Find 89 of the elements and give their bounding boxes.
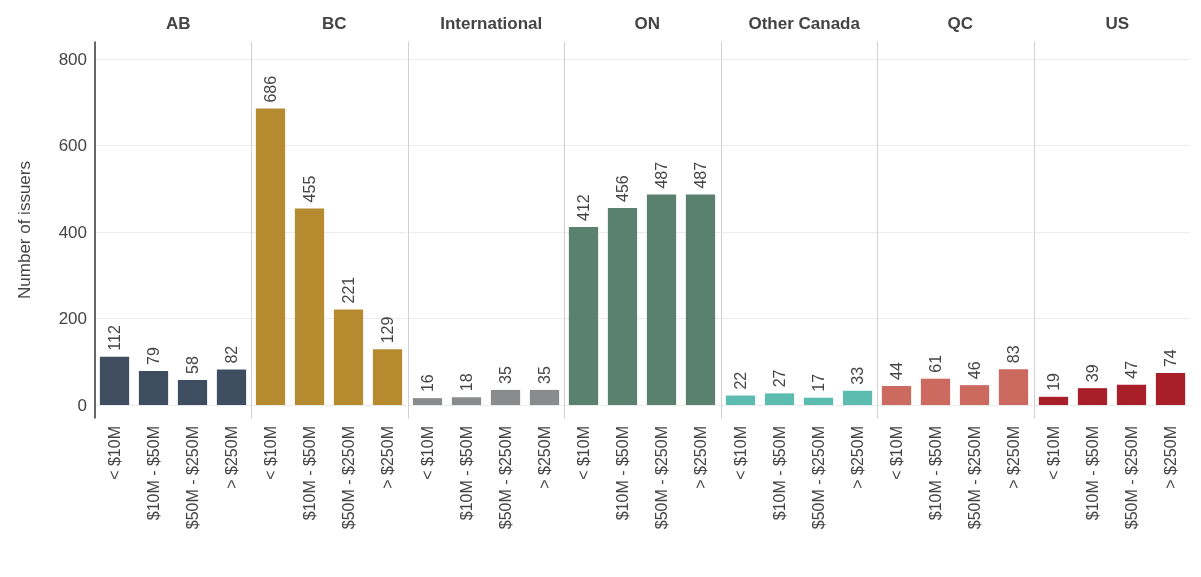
- data-label: 221: [340, 276, 358, 304]
- x-tick-label: < $10M: [1044, 426, 1062, 480]
- data-label: 35: [496, 366, 514, 384]
- x-tick-label: $10M - $50M: [1083, 426, 1101, 521]
- x-tick-label: > $250M: [223, 426, 240, 489]
- data-label: 39: [1083, 364, 1101, 383]
- data-label: 16: [418, 374, 436, 393]
- x-tick-label: $10M - $50M: [614, 426, 632, 521]
- bar: [1038, 396, 1068, 406]
- chart-title: BC: [322, 14, 347, 33]
- data-label: 129: [379, 316, 397, 344]
- x-tick-label: > $250M: [1005, 426, 1023, 489]
- x-tick-label: $10M - $50M: [457, 426, 475, 521]
- bar: [138, 370, 169, 406]
- x-tick-label: $50M - $250M: [340, 426, 358, 530]
- bar: [921, 378, 951, 406]
- data-label: 17: [809, 373, 827, 392]
- x-tick-label: < $10M: [418, 426, 436, 480]
- x-tick-label: < $10M: [731, 426, 749, 480]
- y-tick-label: 800: [58, 49, 87, 69]
- chart-title: AB: [165, 14, 191, 33]
- x-tick-label: > $250M: [535, 426, 553, 489]
- data-label: 61: [927, 354, 945, 373]
- bar: [1155, 373, 1185, 406]
- data-label: 18: [457, 373, 475, 392]
- x-tick-label: $10M - $50M: [770, 426, 788, 521]
- x-tick-label: $50M - $250M: [1122, 426, 1140, 530]
- data-label: 47: [1122, 360, 1140, 379]
- chart-title: ON: [634, 14, 661, 33]
- data-label: 27: [770, 369, 788, 388]
- data-label: 412: [575, 194, 593, 221]
- chart-title: QC: [947, 14, 974, 33]
- data-label: 686: [262, 75, 280, 103]
- bar: [373, 349, 403, 406]
- x-tick-label: $50M - $250M: [966, 426, 984, 530]
- data-label: 35: [535, 366, 553, 384]
- bar: [295, 208, 325, 406]
- data-label: 82: [223, 345, 240, 364]
- bar: [99, 356, 130, 406]
- y-tick-label: 600: [58, 136, 87, 156]
- bar: [764, 393, 794, 406]
- bar: [882, 386, 912, 406]
- chart-title: Other Canada: [748, 14, 861, 33]
- x-tick-label: $50M - $250M: [653, 426, 671, 530]
- x-tick-label: > $250M: [1161, 426, 1179, 489]
- x-tick-label: > $250M: [692, 426, 710, 489]
- data-label: 79: [145, 346, 162, 365]
- bar: [1116, 384, 1146, 406]
- x-tick-label: > $250M: [379, 426, 397, 489]
- data-label: 455: [301, 175, 319, 203]
- data-label: 487: [692, 161, 710, 189]
- data-label: 487: [653, 161, 671, 189]
- x-tick-label: $50M - $250M: [809, 426, 827, 530]
- data-label: 46: [966, 361, 984, 380]
- bar: [177, 379, 208, 406]
- data-label: 83: [1005, 345, 1023, 364]
- data-label: 456: [614, 175, 632, 202]
- bar: [960, 385, 990, 406]
- x-tick-label: $10M - $50M: [927, 426, 945, 521]
- data-label: 74: [1161, 349, 1179, 368]
- chart-title: US: [1104, 14, 1129, 33]
- x-tick-label: $10M - $50M: [145, 426, 162, 521]
- bar: [1077, 388, 1107, 406]
- bar: [256, 108, 286, 406]
- bar: [842, 390, 872, 406]
- x-tick-label: < $10M: [262, 426, 280, 480]
- x-tick-label: $50M - $250M: [496, 426, 514, 530]
- x-tick-label: > $250M: [848, 426, 866, 489]
- bar: [999, 369, 1029, 406]
- x-tick-label: < $10M: [575, 426, 593, 480]
- x-tick-label: $50M - $250M: [184, 426, 201, 530]
- data-label: 33: [848, 366, 866, 385]
- data-label: 19: [1044, 372, 1062, 391]
- bar: [216, 369, 247, 406]
- chart-title: International: [440, 14, 543, 33]
- data-label: 112: [106, 325, 123, 351]
- data-label: 58: [184, 356, 201, 374]
- y-tick-label: 0: [77, 395, 87, 415]
- data-label: 22: [731, 371, 749, 390]
- x-tick-label: < $10M: [106, 426, 123, 480]
- x-tick-label: $10M - $50M: [301, 426, 319, 521]
- bar: [803, 397, 833, 406]
- y-tick-label: 400: [58, 222, 87, 242]
- bar: [334, 309, 364, 406]
- y-tick-label: 200: [58, 309, 87, 329]
- y-axis-title: Number of issuers: [15, 161, 34, 299]
- data-label: 44: [888, 362, 906, 381]
- x-tick-label: < $10M: [888, 426, 906, 480]
- bar: [725, 395, 755, 406]
